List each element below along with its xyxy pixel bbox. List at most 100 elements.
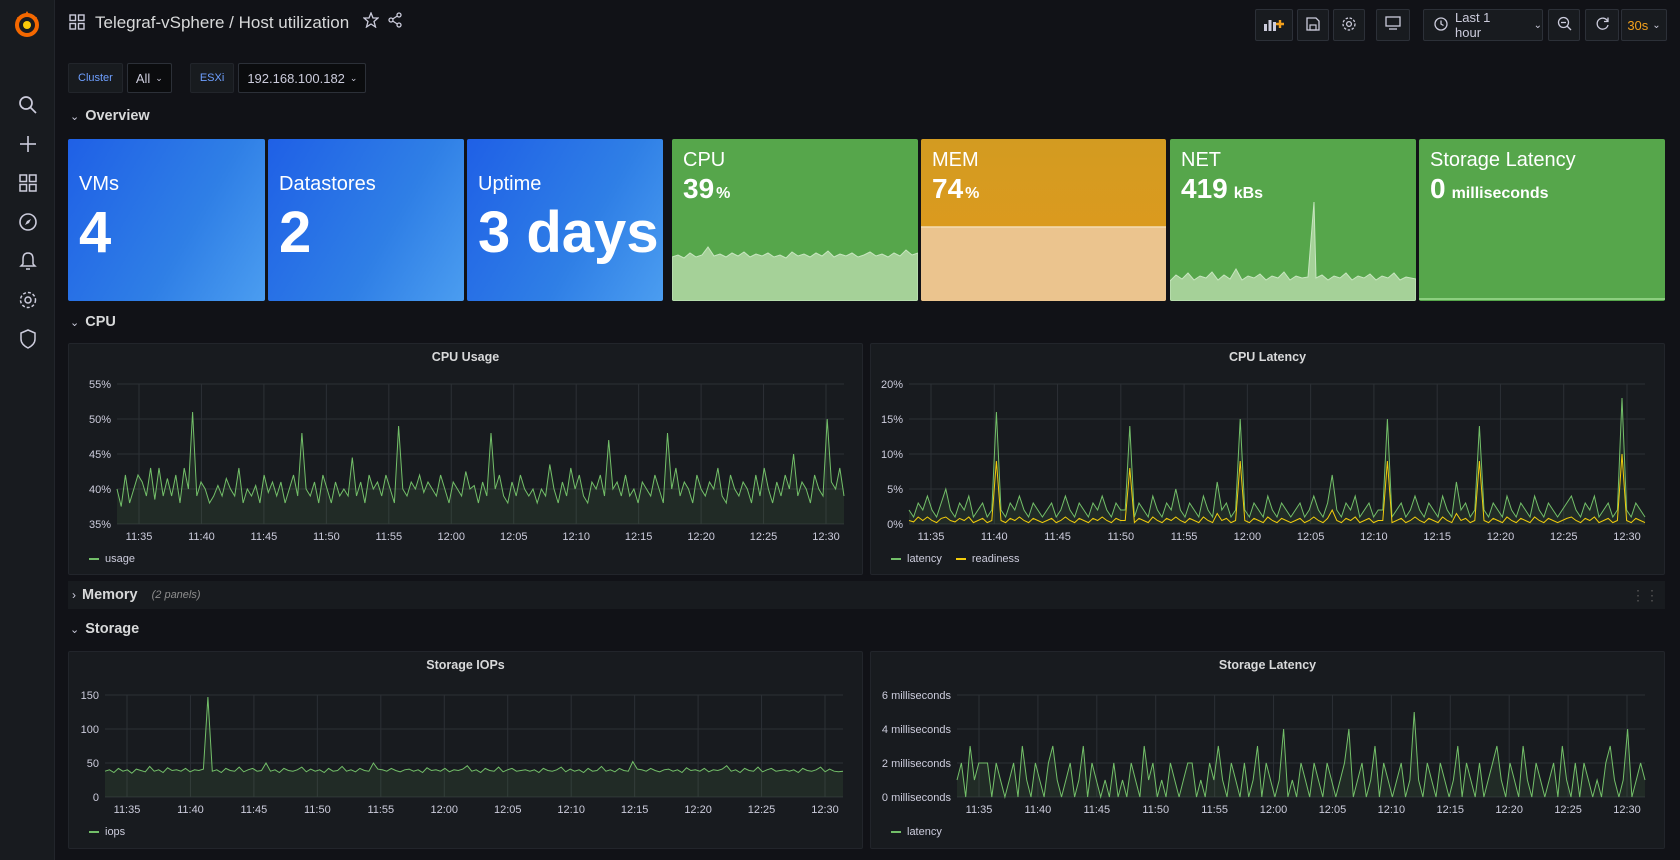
gear-icon[interactable] — [16, 288, 40, 312]
chevron-down-icon: ⌄ — [155, 72, 163, 83]
stat-title: MEM — [932, 149, 979, 171]
series-area-iops — [105, 697, 843, 797]
y-tick-label: 20% — [881, 379, 903, 391]
stat-vms[interactable]: VMs 4 — [68, 139, 265, 301]
x-tick-label: 11:40 — [1025, 804, 1052, 816]
stat-uptime[interactable]: Uptime 3 days — [467, 139, 663, 301]
row-storage[interactable]: ⌄ Storage — [70, 621, 139, 637]
panel-cpu-usage[interactable]: CPU Usage 35% 40% 45% 50% 55% 11:35 11:40 11:45… — [68, 343, 863, 575]
grafana-logo-icon[interactable] — [10, 8, 44, 42]
save-icon — [1306, 16, 1320, 34]
y-tick-label: 50 — [87, 758, 99, 770]
variable-select-esxi[interactable]: 192.168.100.182 ⌄ — [238, 63, 367, 93]
add-panel-button[interactable] — [1255, 9, 1293, 41]
legend-item[interactable]: iops — [89, 826, 125, 838]
panel-title: CPU Usage — [431, 350, 500, 364]
legend-item[interactable]: latency — [891, 826, 942, 838]
dashboard-settings-button[interactable] — [1333, 9, 1365, 41]
page-title[interactable]: Telegraf-vSphere / Host utilization — [95, 12, 350, 32]
x-tick-label: 12:30 — [811, 804, 839, 816]
series-area-usage — [117, 412, 844, 524]
panel-storage-latency[interactable]: Storage Latency 0 milliseconds 2 millisec… — [870, 651, 1665, 849]
time-picker[interactable]: Last 1 hour ⌄ — [1423, 9, 1543, 41]
variable-value-cluster: All — [135, 70, 151, 86]
y-tick-label: 150 — [81, 690, 99, 702]
cpu-usage-chart: 35% 40% 45% 50% 55% 11:35 11:40 11:45 11:50 11:55… — [89, 379, 845, 543]
stat-net[interactable]: NET 419 kBs — [1170, 139, 1416, 301]
x-tick-label: 11:40 — [188, 531, 215, 543]
chart-legend: iops — [89, 826, 125, 838]
series-line-latency — [956, 711, 1646, 799]
dashboard-navbar: Telegraf-vSphere / Host utilization Last… — [55, 0, 1680, 50]
x-tick-label: 12:30 — [812, 531, 840, 543]
legend-label: usage — [105, 553, 135, 565]
tv-mode-button[interactable] — [1376, 9, 1410, 41]
stat-mem[interactable]: MEM 74% — [921, 139, 1166, 301]
refresh-button[interactable] — [1585, 9, 1619, 41]
x-tick-label: 11:50 — [304, 804, 331, 816]
storage-latency-chart: 0 milliseconds 2 milliseconds 4 millisecon… — [882, 690, 1646, 816]
stat-cpu[interactable]: CPU 39% — [672, 139, 918, 301]
x-tick-label: 12:30 — [1613, 804, 1641, 816]
y-tick-label: 0 milliseconds — [882, 792, 952, 804]
panel-title: CPU Latency — [1228, 350, 1307, 364]
refresh-interval-label: 30s — [1627, 17, 1649, 33]
y-tick-label: 15% — [881, 414, 903, 426]
share-icon[interactable] — [387, 12, 403, 33]
x-tick-label: 12:00 — [431, 804, 459, 816]
series-line-latency — [908, 397, 1646, 519]
refresh-interval-picker[interactable]: 30s ⌄ — [1621, 9, 1667, 41]
panel-cpu-latency[interactable]: CPU Latency 0% 5% 10% 15% 20% 11:35 11:40 11:45… — [870, 343, 1665, 575]
legend-item[interactable]: latency — [891, 553, 942, 565]
legend-item[interactable]: usage — [89, 553, 135, 565]
legend-swatch — [891, 558, 901, 560]
x-tick-label: 12:15 — [1423, 531, 1451, 543]
star-icon[interactable] — [362, 11, 380, 33]
legend-item[interactable]: readiness — [955, 553, 1020, 565]
stat-unit: milliseconds — [1451, 185, 1549, 202]
x-tick-label: 11:50 — [1107, 531, 1134, 543]
row-overview[interactable]: ⌄ Overview — [70, 108, 150, 124]
chevron-down-icon: ⌄ — [70, 623, 80, 636]
bell-icon[interactable] — [16, 249, 40, 273]
x-tick-label: 11:45 — [241, 804, 268, 816]
legend-label: latency — [907, 826, 942, 838]
chevron-down-icon: ⌄ — [349, 72, 358, 83]
zoom-out-button[interactable] — [1548, 9, 1580, 41]
tv-icon — [1385, 16, 1401, 34]
x-tick-label: 12:25 — [1554, 804, 1582, 816]
stat-storage-latency-sparkline — [1419, 298, 1665, 300]
add-panel-icon — [1263, 17, 1285, 34]
stat-value: 39 — [683, 173, 715, 204]
x-tick-label: 11:50 — [1142, 804, 1169, 816]
row-cpu[interactable]: ⌄ CPU — [70, 314, 116, 330]
x-tick-label: 12:10 — [562, 531, 590, 543]
x-tick-label: 11:55 — [367, 804, 394, 816]
chevron-down-icon: ⌄ — [1652, 19, 1661, 31]
y-tick-label: 0% — [887, 519, 903, 531]
drag-handle-icon[interactable]: ⋮⋮ — [1631, 586, 1659, 603]
stat-unit: % — [716, 185, 731, 202]
stat-datastores[interactable]: Datastores 2 — [268, 139, 464, 301]
plus-icon[interactable] — [16, 132, 40, 156]
variable-select-cluster[interactable]: All ⌄ — [126, 63, 172, 93]
y-tick-label: 100 — [81, 724, 99, 736]
stat-value: 2 — [279, 200, 312, 265]
legend-label: readiness — [971, 553, 1020, 565]
x-tick-label: 12:05 — [500, 531, 528, 543]
x-tick-label: 12:00 — [1234, 531, 1262, 543]
storage-iops-chart: 0 50 100 150 11:35 11:40 11:45 11:50 11:55 12:00 1… — [81, 690, 844, 816]
series-line-readiness — [908, 453, 1646, 524]
stat-storage-latency[interactable]: Storage Latency 0 milliseconds — [1419, 139, 1665, 301]
row-memory[interactable]: › Memory (2 panels) ⋮⋮ — [68, 581, 1665, 609]
x-tick-label: 12:25 — [748, 804, 776, 816]
shield-icon[interactable] — [16, 327, 40, 351]
explore-icon[interactable] — [16, 210, 40, 234]
save-button[interactable] — [1297, 9, 1329, 41]
stat-value: 0 — [1430, 173, 1446, 204]
panel-storage-iops[interactable]: Storage IOPs 0 50 100 150 11:35 11:40 11:45 11:… — [68, 651, 863, 849]
x-tick-label: 12:00 — [438, 531, 466, 543]
search-icon[interactable] — [16, 93, 40, 117]
dashboards-icon[interactable] — [16, 171, 40, 195]
row-title-overview: Overview — [85, 108, 150, 124]
